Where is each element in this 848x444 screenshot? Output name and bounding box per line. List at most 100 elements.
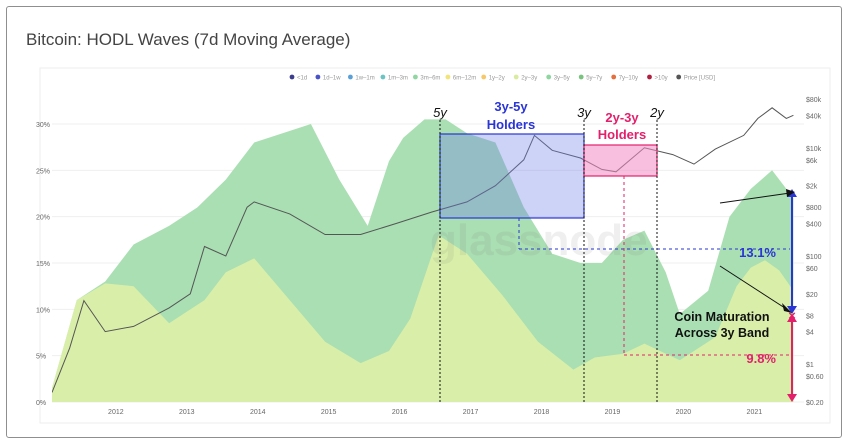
legend-label: <1d bbox=[297, 76, 307, 82]
y-right-tick-label: $800 bbox=[806, 205, 822, 212]
legend-label: 6m–12m bbox=[453, 76, 476, 82]
y-tick-label: 20% bbox=[36, 215, 50, 222]
y-right-tick-label: $0.60 bbox=[806, 374, 824, 381]
legend-swatch bbox=[413, 74, 418, 80]
x-tick-label: 2017 bbox=[463, 409, 479, 416]
maturation-arrow-bottom-head bbox=[782, 303, 792, 313]
cross-marker: × bbox=[788, 308, 796, 323]
x-tick-label: 2015 bbox=[321, 409, 337, 416]
label-3y: 3y bbox=[577, 105, 592, 120]
y-right-tick-label: $100 bbox=[806, 254, 822, 261]
y-right-tick-label: $10k bbox=[806, 146, 822, 153]
legend-swatch bbox=[445, 74, 451, 80]
y-axis-left: 0% 5% 10% 15% 20% 25% 30% bbox=[36, 122, 50, 407]
legend-swatch bbox=[289, 74, 295, 80]
legend-item[interactable]: 6m–12m bbox=[445, 74, 477, 82]
price-usd-line bbox=[52, 107, 794, 393]
legend-label: >10y bbox=[655, 76, 668, 82]
legend-swatch bbox=[380, 74, 386, 80]
legend-item[interactable]: 1m–3m bbox=[380, 74, 408, 82]
legend-swatch bbox=[676, 74, 682, 80]
price-line bbox=[52, 107, 794, 393]
legend-swatch bbox=[481, 74, 487, 80]
legend-label: 1m–3m bbox=[388, 76, 408, 82]
legend-swatch bbox=[546, 74, 552, 80]
legend-item[interactable]: 5y–7y bbox=[578, 74, 602, 82]
holders-3y5y-box bbox=[439, 133, 585, 219]
x-tick-label: 2016 bbox=[392, 409, 408, 416]
y-right-tick-label: $60 bbox=[806, 266, 818, 273]
y-right-tick-label: $80k bbox=[806, 97, 822, 104]
y-right-tick-label: $400 bbox=[806, 221, 822, 228]
pink-arrow-head-down bbox=[787, 394, 797, 402]
y-tick-label: 25% bbox=[36, 168, 50, 175]
legend-swatch bbox=[578, 74, 584, 80]
legend-item[interactable]: Price [USD] bbox=[676, 74, 716, 82]
legend-item[interactable]: 1w–1m bbox=[348, 74, 375, 82]
area-series bbox=[52, 119, 794, 402]
y-right-tick-label: $6k bbox=[806, 158, 818, 165]
legend-swatch bbox=[348, 74, 353, 80]
pink-arrow-head-up bbox=[787, 314, 797, 322]
plot-border bbox=[39, 67, 831, 424]
legend-swatch bbox=[647, 74, 652, 80]
area-2y–3y bbox=[52, 235, 794, 402]
legend-label: 3m–6m bbox=[420, 76, 440, 82]
legend-item[interactable]: 2y–3y bbox=[513, 74, 537, 82]
y-right-tick-label: $0.20 bbox=[806, 400, 824, 407]
y-tick-label: 30% bbox=[36, 122, 50, 129]
chart-title: Bitcoin: HODL Waves (7d Moving Average) bbox=[26, 30, 351, 49]
legend-item[interactable]: <1d bbox=[289, 74, 308, 82]
y-right-tick-label: $20 bbox=[806, 292, 818, 299]
x-tick-label: 2018 bbox=[534, 409, 550, 416]
blue-arrow-head-down bbox=[787, 306, 797, 314]
x-tick-label: 2013 bbox=[179, 409, 195, 416]
holders-2y3y-label-line2: Holders bbox=[598, 127, 646, 142]
pct-13-1-label: 13.1% bbox=[739, 245, 776, 260]
legend-item[interactable]: 1d–1w bbox=[315, 74, 342, 82]
x-tick-label: 2014 bbox=[250, 409, 266, 416]
y-tick-label: 5% bbox=[36, 354, 46, 361]
legend-label: Price [USD] bbox=[684, 76, 716, 82]
legend-swatch bbox=[315, 74, 321, 80]
maturation-arrow-top-head bbox=[786, 189, 795, 197]
legend-label: 1y–2y bbox=[489, 76, 505, 82]
legend-label: 7y–10y bbox=[619, 76, 638, 82]
legend-label: 1d–1w bbox=[323, 76, 341, 82]
y-right-tick-label: $1 bbox=[806, 362, 814, 369]
y-right-tick-label: $2k bbox=[806, 184, 818, 191]
y-tick-label: 0% bbox=[36, 400, 46, 407]
x-tick-label: 2012 bbox=[108, 409, 124, 416]
legend-label: 2y–3y bbox=[521, 76, 537, 82]
y-tick-label: 15% bbox=[36, 261, 50, 268]
maturation-arrow-bottom bbox=[719, 265, 789, 311]
y-right-tick-label: $40k bbox=[806, 113, 822, 120]
x-axis: 2012 2013 2014 2015 2016 2017 2018 2019 2020 2021 bbox=[108, 409, 762, 416]
label-5y: 5y bbox=[433, 105, 448, 120]
legend-item[interactable]: 3y–5y bbox=[546, 74, 570, 82]
coin-maturation-label-line2: Across 3y Band bbox=[675, 326, 769, 340]
x-tick-label: 2019 bbox=[605, 409, 621, 416]
coin-maturation-label-line1: Coin Maturation bbox=[674, 310, 769, 324]
legend-item[interactable]: 7y–10y bbox=[611, 74, 638, 82]
maturation-arrow-top bbox=[719, 192, 791, 204]
y-right-tick-label: $4 bbox=[806, 330, 814, 337]
holders-2y3y-label-line1: 2y-3y bbox=[605, 110, 639, 125]
legend-label: 5y–7y bbox=[586, 76, 602, 82]
legend-item[interactable]: >10y bbox=[647, 74, 668, 82]
legend-item[interactable]: 3m–6m bbox=[413, 74, 440, 82]
y-tick-label: 10% bbox=[36, 307, 50, 314]
legend-label: 1w–1m bbox=[355, 76, 374, 82]
legend-label: 3y–5y bbox=[554, 76, 570, 82]
holders-3y5y-label-line1: 3y-5y bbox=[494, 99, 528, 114]
legend[interactable]: <1d 1d–1w 1w–1m 1m–3m 3m–6m 6m–12m 1y–2y 2y–3y 3… bbox=[289, 74, 716, 82]
legend-swatch bbox=[513, 74, 519, 80]
pct-9-8-label: 9.8% bbox=[746, 351, 776, 366]
legend-item[interactable]: 1y–2y bbox=[481, 74, 505, 82]
holders-3y5y-label-line2: Holders bbox=[487, 117, 535, 132]
legend-swatch bbox=[611, 74, 617, 80]
y-axis-right: $0.20 $0.60 $1 $4 $8 $20 $60 $100 $400 $800 $2k $6k… bbox=[806, 97, 824, 407]
watermark: glassnode bbox=[430, 216, 648, 265]
x-tick-label: 2020 bbox=[676, 409, 692, 416]
